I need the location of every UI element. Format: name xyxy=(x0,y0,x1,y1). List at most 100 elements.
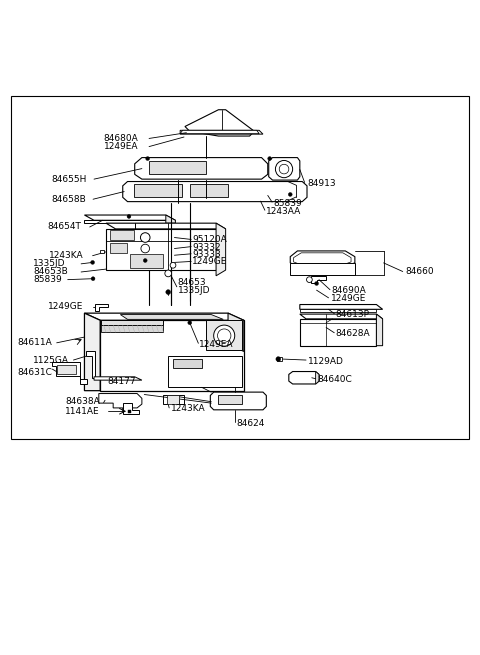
Circle shape xyxy=(214,325,235,346)
Bar xyxy=(190,185,228,197)
Text: 1249GE: 1249GE xyxy=(48,303,83,311)
Text: 85839: 85839 xyxy=(274,198,302,208)
Polygon shape xyxy=(180,130,263,134)
Circle shape xyxy=(170,263,176,268)
Text: 84658B: 84658B xyxy=(51,195,86,204)
Text: 84177: 84177 xyxy=(107,377,135,386)
Polygon shape xyxy=(311,276,326,282)
Text: 1249EA: 1249EA xyxy=(199,340,234,348)
Polygon shape xyxy=(376,314,383,346)
Circle shape xyxy=(166,290,170,295)
Text: 84653B: 84653B xyxy=(33,267,68,276)
Polygon shape xyxy=(84,313,100,390)
Polygon shape xyxy=(210,392,266,410)
Circle shape xyxy=(288,193,292,196)
Polygon shape xyxy=(316,371,319,384)
Text: 93333: 93333 xyxy=(192,250,221,259)
Polygon shape xyxy=(185,110,254,136)
Polygon shape xyxy=(84,220,166,223)
Polygon shape xyxy=(168,356,242,387)
Text: 1249GE: 1249GE xyxy=(192,257,228,267)
Polygon shape xyxy=(120,314,223,320)
Circle shape xyxy=(91,277,95,280)
Polygon shape xyxy=(300,314,383,319)
Polygon shape xyxy=(300,309,376,312)
Polygon shape xyxy=(228,313,244,352)
Circle shape xyxy=(141,244,150,253)
Circle shape xyxy=(279,164,289,174)
Text: 95120A: 95120A xyxy=(192,235,227,244)
Circle shape xyxy=(315,282,319,286)
Polygon shape xyxy=(95,303,108,310)
Text: 1249GE: 1249GE xyxy=(331,294,366,303)
Text: 1243AA: 1243AA xyxy=(266,207,301,216)
Text: 84631C: 84631C xyxy=(17,367,52,377)
Text: 84640C: 84640C xyxy=(318,375,352,384)
Bar xyxy=(130,254,163,268)
Text: 84611A: 84611A xyxy=(17,339,52,347)
Bar xyxy=(100,250,104,253)
Text: 84655H: 84655H xyxy=(51,175,86,183)
Polygon shape xyxy=(52,362,87,384)
Text: 84653: 84653 xyxy=(178,278,206,288)
Polygon shape xyxy=(206,320,242,350)
Text: 84680A: 84680A xyxy=(104,134,138,143)
Circle shape xyxy=(144,259,147,263)
Polygon shape xyxy=(100,320,244,390)
Text: 84913: 84913 xyxy=(307,179,336,189)
Text: 84638A: 84638A xyxy=(65,397,100,406)
Text: 84654T: 84654T xyxy=(48,223,82,231)
Text: 1243KA: 1243KA xyxy=(170,404,205,413)
Text: 1335JD: 1335JD xyxy=(33,259,66,269)
Text: 84628A: 84628A xyxy=(336,329,371,338)
Text: 85839: 85839 xyxy=(33,275,62,284)
Text: 1125GA: 1125GA xyxy=(33,356,69,365)
Text: 84690A: 84690A xyxy=(331,286,366,295)
Polygon shape xyxy=(84,313,244,320)
Polygon shape xyxy=(84,215,175,220)
Polygon shape xyxy=(290,263,355,275)
Circle shape xyxy=(268,157,272,160)
Bar xyxy=(110,243,127,253)
Text: 1129AD: 1129AD xyxy=(309,356,344,365)
Polygon shape xyxy=(101,320,163,325)
Polygon shape xyxy=(216,223,226,276)
Circle shape xyxy=(307,277,312,282)
Text: 84624: 84624 xyxy=(236,419,264,428)
Polygon shape xyxy=(300,319,376,346)
Polygon shape xyxy=(289,371,319,384)
Polygon shape xyxy=(123,181,307,202)
Text: 1243KA: 1243KA xyxy=(48,252,83,260)
Text: 93332: 93332 xyxy=(192,242,221,252)
Polygon shape xyxy=(180,130,259,134)
Circle shape xyxy=(188,321,192,325)
Polygon shape xyxy=(166,215,175,223)
Polygon shape xyxy=(106,229,216,270)
Polygon shape xyxy=(99,394,142,411)
Bar xyxy=(167,396,179,404)
Bar xyxy=(110,231,134,240)
Polygon shape xyxy=(106,223,226,229)
Polygon shape xyxy=(135,158,268,179)
Bar xyxy=(277,357,282,361)
Circle shape xyxy=(217,329,231,343)
Circle shape xyxy=(127,215,131,218)
Circle shape xyxy=(141,233,150,242)
Polygon shape xyxy=(163,396,183,404)
Bar xyxy=(57,365,76,375)
Circle shape xyxy=(276,160,293,178)
Text: 84660: 84660 xyxy=(405,267,434,276)
Circle shape xyxy=(146,157,150,160)
Polygon shape xyxy=(94,377,142,380)
Text: 84613P: 84613P xyxy=(336,310,370,319)
Text: 1335JD: 1335JD xyxy=(178,286,210,295)
Bar xyxy=(134,185,181,197)
Polygon shape xyxy=(300,305,383,309)
Circle shape xyxy=(276,357,281,362)
Text: 1249EA: 1249EA xyxy=(104,142,138,151)
Bar xyxy=(218,396,242,404)
Polygon shape xyxy=(294,253,351,265)
Bar xyxy=(149,161,206,174)
Text: 1141AE: 1141AE xyxy=(65,407,100,416)
Circle shape xyxy=(165,270,171,277)
